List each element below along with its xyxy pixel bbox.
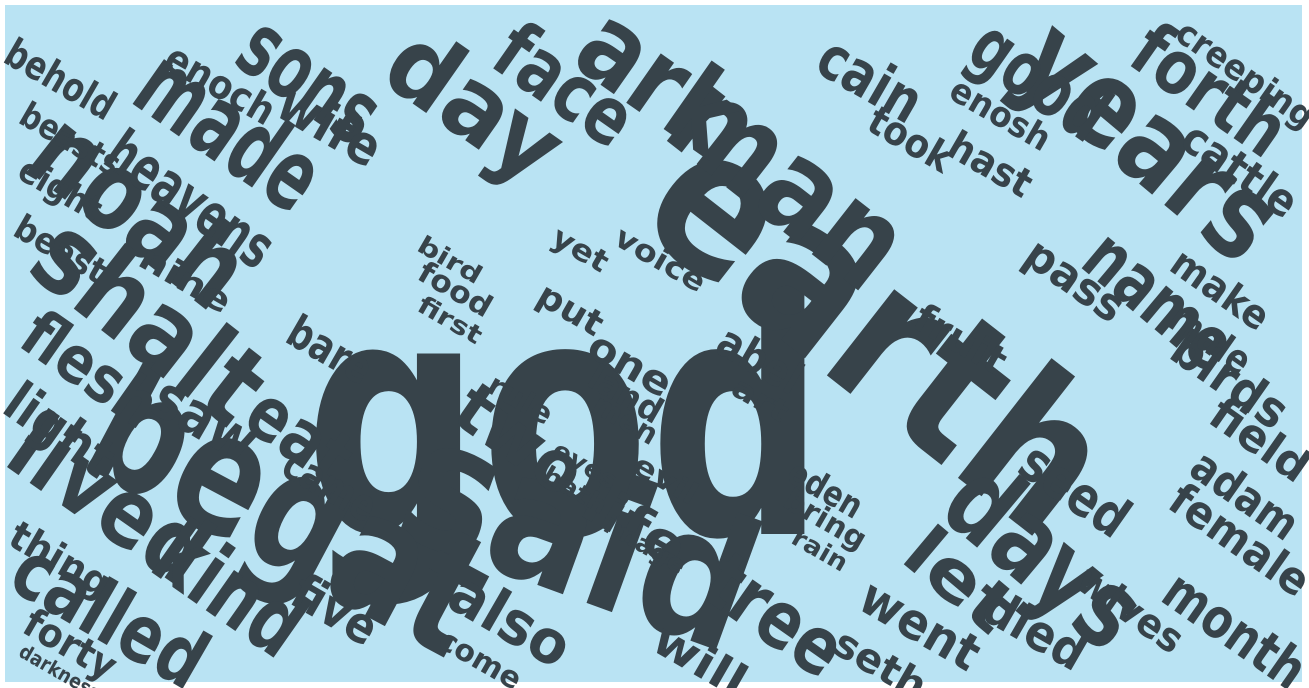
word: god [305, 228, 825, 612]
background [5, 5, 1302, 682]
